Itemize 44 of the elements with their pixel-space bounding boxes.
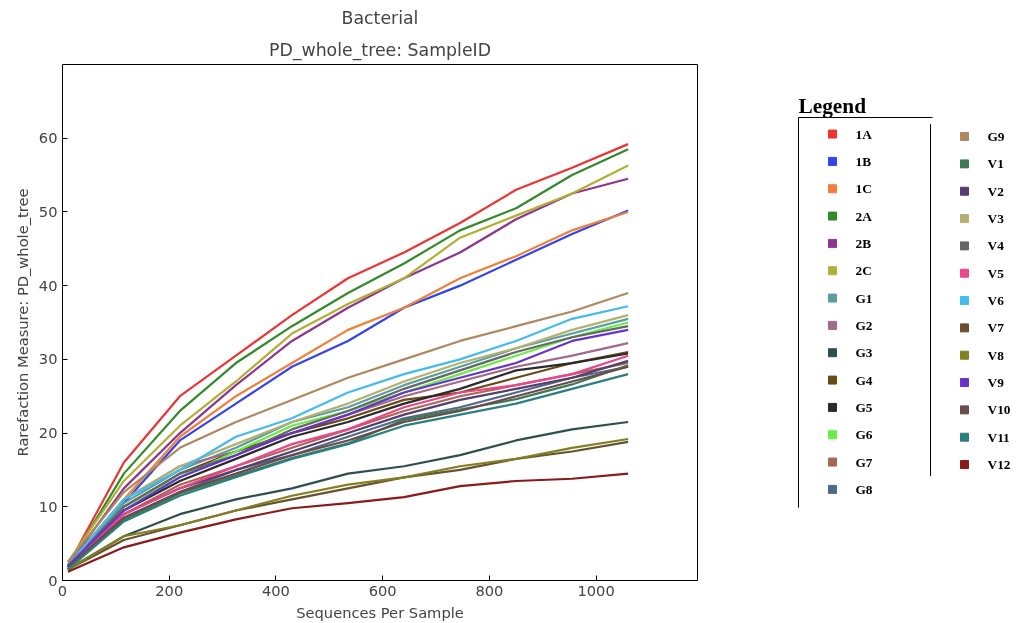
x-tick-label: 400 [261,581,290,599]
x-tick-label: 200 [155,581,184,599]
chart-subtitle: PD_whole_tree: SampleID [269,39,491,61]
y-tick-label: 60 [38,129,58,147]
legend-label: V12 [987,457,1011,473]
legend-label: G8 [855,481,873,497]
legend-title: Legend [798,93,867,118]
legend-label: G3 [855,345,873,361]
legend-label: V1 [987,156,1004,172]
legend-label: V2 [987,183,1005,199]
legend-label: G9 [987,129,1005,145]
legend-label: G7 [855,454,873,470]
legend-label: G2 [855,317,873,333]
x-tick-label: 600 [368,581,397,599]
legend-label: 2B [855,235,872,251]
legend-label: G5 [855,399,873,415]
y-tick-label: 20 [38,424,58,442]
y-tick-label: 10 [38,497,58,515]
legend-label: 1A [855,126,873,142]
x-tick-label: 800 [475,581,504,599]
legend-label: G6 [855,427,873,443]
legend-label: V5 [987,265,1005,281]
y-axis-title: Rarefaction Measure: PD_whole_tree [13,188,31,457]
y-tick-label: 30 [38,350,58,368]
legend-label: 1C [855,181,872,197]
line-series [66,472,630,573]
legend-label: V11 [987,429,1010,445]
legend-label: V6 [987,293,1005,309]
legend-label: V4 [987,238,1005,254]
x-axis-title: Sequences Per Sample [296,603,464,621]
legend-label: 1B [855,153,872,169]
y-tick-label: 50 [38,202,58,220]
chart-title: Bacterial [341,7,419,28]
legend-label: G1 [855,290,873,306]
legend-label: V9 [987,375,1005,391]
legend-label: 2A [855,208,873,224]
x-tick-label: 1000 [577,581,615,599]
legend-label: V8 [987,347,1005,363]
y-tick-label: 40 [38,276,58,294]
legend-label: 2C [855,263,872,279]
legend-label: V10 [987,402,1011,418]
legend-label: V7 [987,320,1005,336]
legend-label: G4 [855,372,873,388]
legend-label: V3 [987,211,1005,227]
